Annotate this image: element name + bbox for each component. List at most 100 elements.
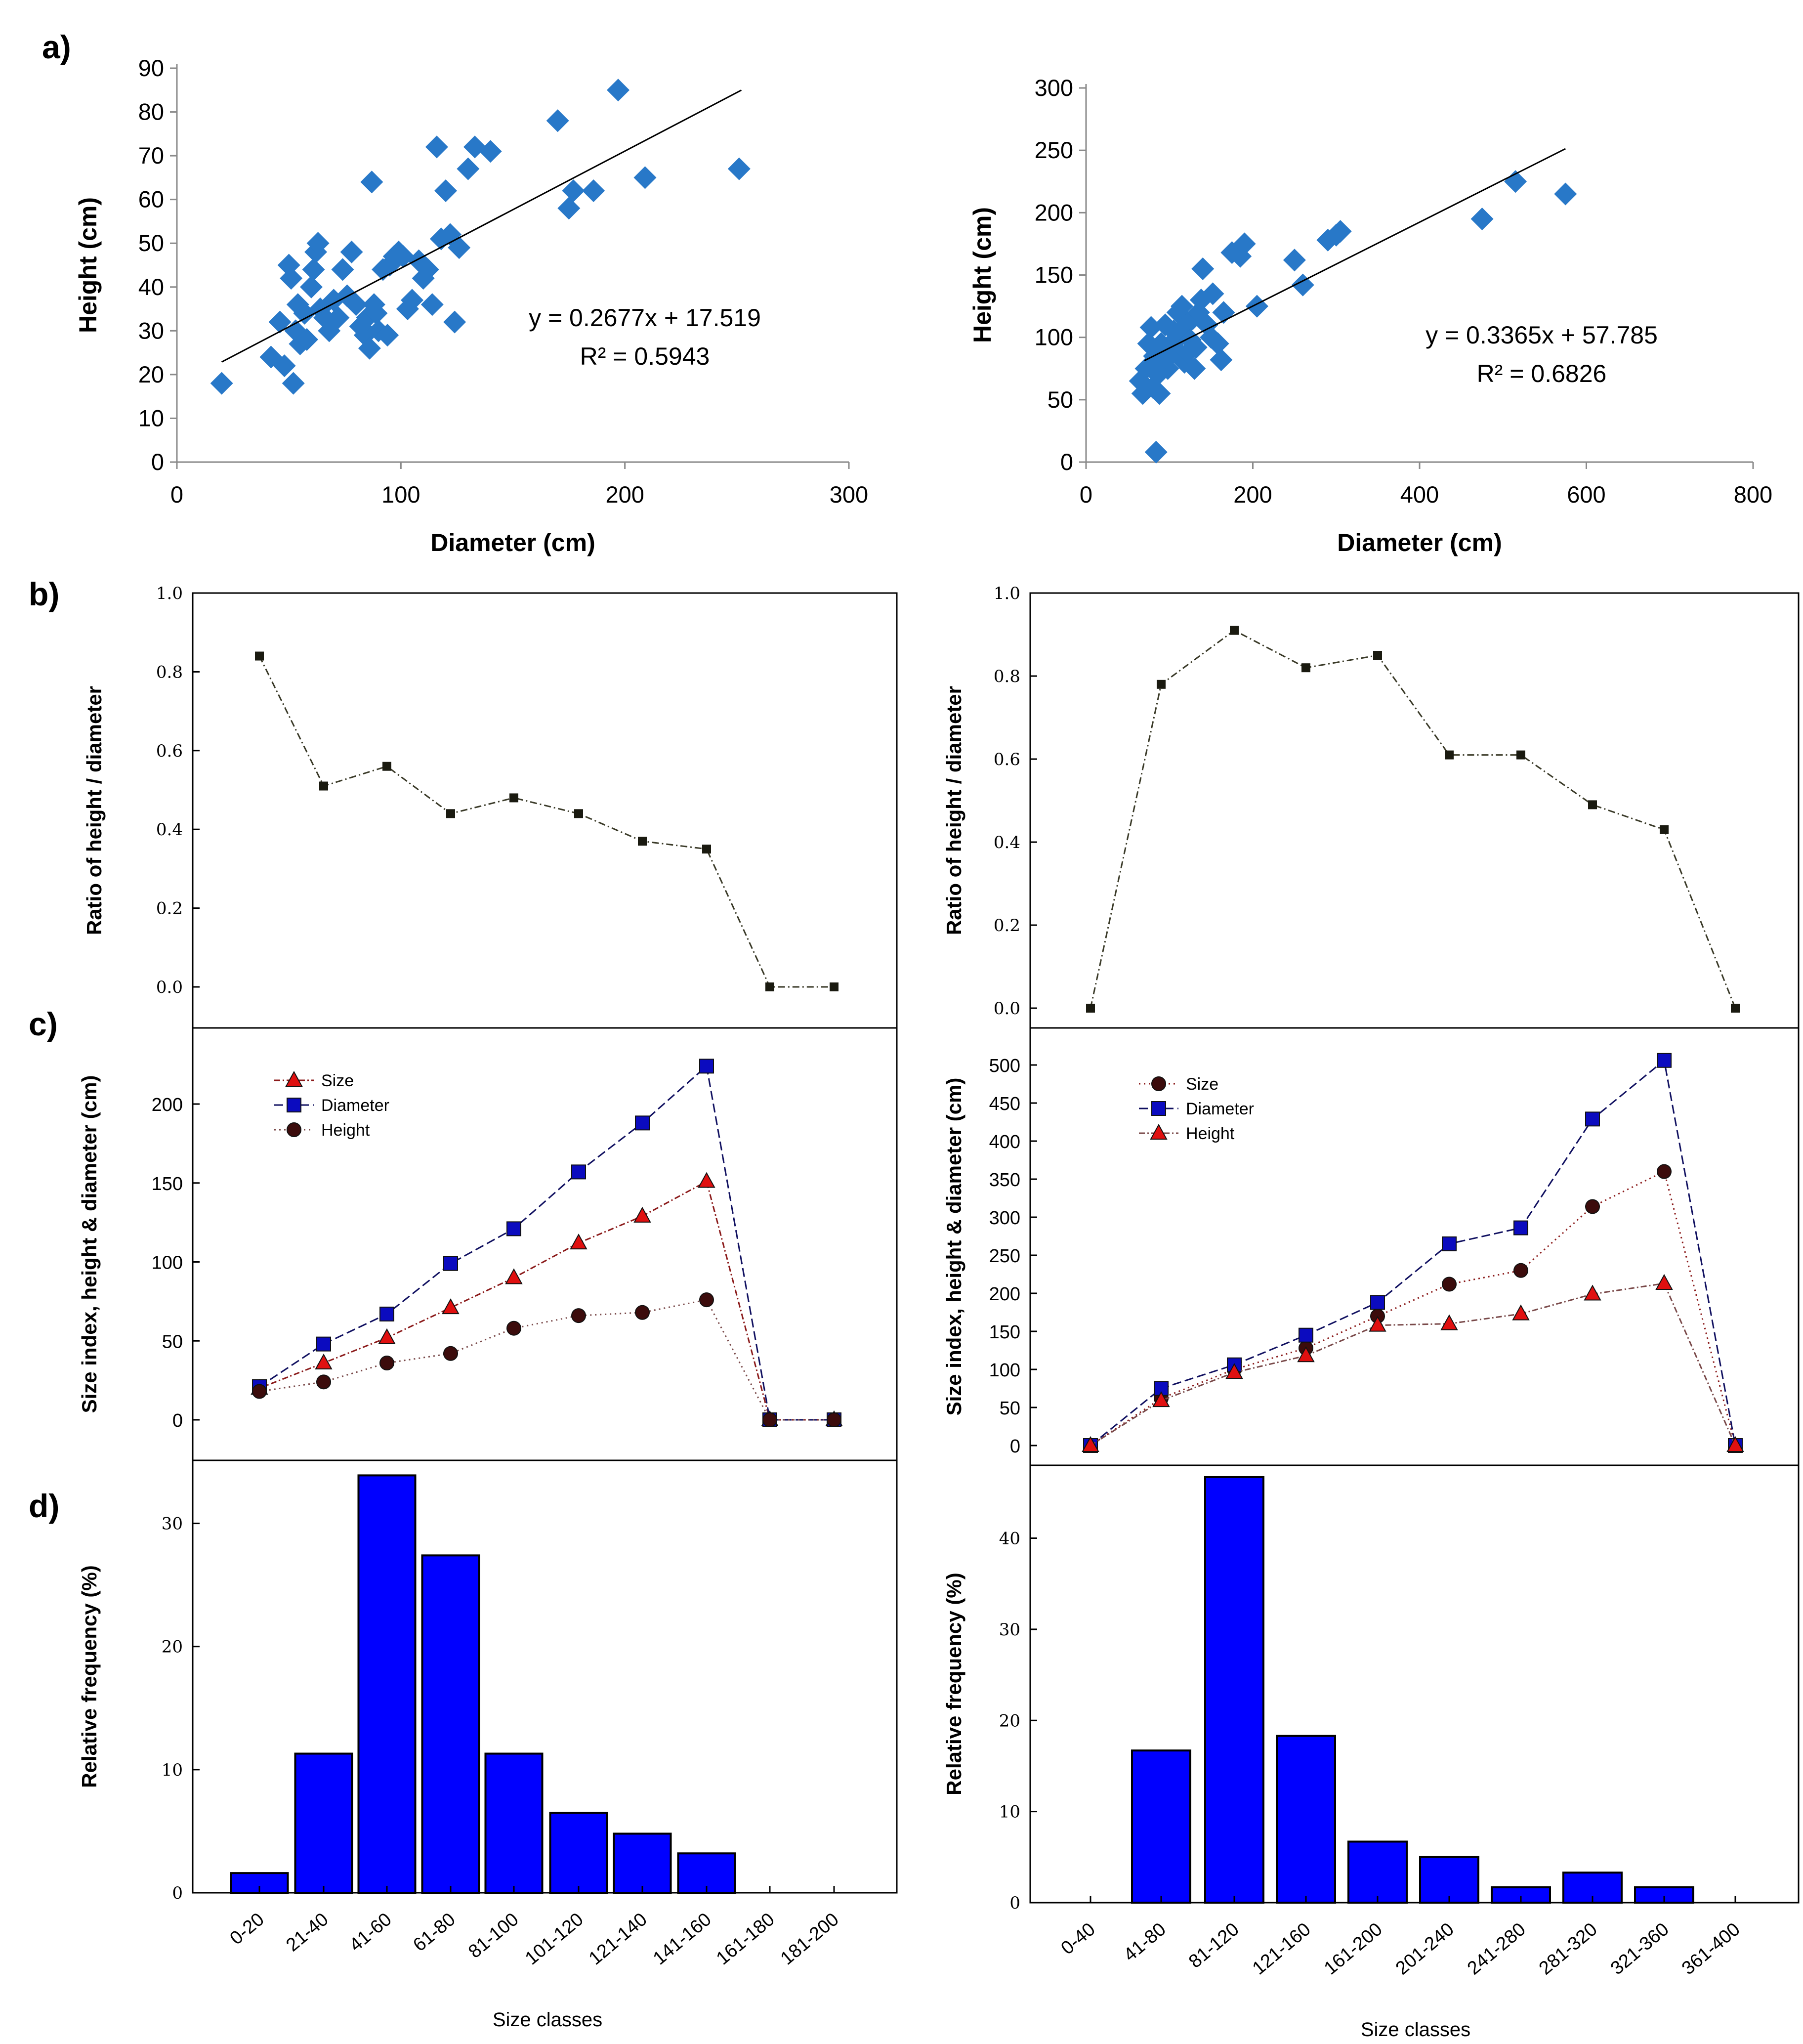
point-diameter xyxy=(506,1221,521,1236)
r-squared-label: R² = 0.5943 xyxy=(580,342,710,370)
point-height xyxy=(1369,1316,1386,1332)
y-tick-label: 300 xyxy=(1035,75,1073,101)
ratio-point xyxy=(1445,750,1454,760)
x-tick-label: 200 xyxy=(1233,481,1272,508)
a-left-chart: 0 10 20 30 40 50 60 70 80 90 0 100 200 300 Diameter (c… xyxy=(74,55,868,556)
y-tick-label: 20 xyxy=(999,1711,1020,1731)
x-tick-label: 300 xyxy=(830,481,868,508)
y-tick-label: 0.8 xyxy=(156,662,183,682)
y-tick-label: 0.0 xyxy=(994,999,1020,1019)
data-point xyxy=(1283,249,1306,272)
y-tick-label: 10 xyxy=(999,1802,1020,1822)
y-tick-label: 90 xyxy=(138,55,164,81)
point-height xyxy=(506,1320,521,1336)
x-tick-label: 21-40 xyxy=(282,1909,332,1956)
c-left-chart: 0 50 100 150 200 Size index, height & diamete… xyxy=(78,1027,898,1461)
y-axis-title: Size index, height & diameter (cm) xyxy=(78,1075,101,1413)
data-point xyxy=(479,140,502,163)
y-axis-title: Relative frequency (%) xyxy=(78,1565,101,1788)
data-point xyxy=(416,258,439,281)
data-point xyxy=(633,166,657,189)
point-diameter xyxy=(1370,1295,1385,1310)
point-height xyxy=(316,1374,331,1390)
point-height xyxy=(571,1308,586,1323)
y-tick-label: 0 xyxy=(1010,1436,1020,1457)
legend-marker-size xyxy=(1151,1076,1166,1091)
plot-frame xyxy=(1029,592,1800,1029)
point-size xyxy=(505,1268,523,1284)
bar xyxy=(613,1832,672,1894)
y-tick-label: 30 xyxy=(162,1514,183,1534)
data-point xyxy=(340,240,363,263)
y-tick-label: 0 xyxy=(172,1410,183,1431)
panel-label-b: b) xyxy=(29,576,59,612)
x-tick-label: 101-120 xyxy=(521,1909,587,1969)
data-point xyxy=(331,258,354,281)
series-line-size xyxy=(259,1180,834,1421)
ratio-point xyxy=(765,982,774,991)
a-right-chart: 0 50 100 150 200 250 300 0 200 400 600 800 Diameter … xyxy=(968,75,1772,556)
x-axis-title: Diameter (cm) xyxy=(430,529,595,556)
y-tick-label: 150 xyxy=(989,1322,1020,1343)
data-point xyxy=(582,179,605,202)
bar xyxy=(484,1752,544,1894)
y-tick-label: 300 xyxy=(989,1208,1020,1229)
x-tick-label: 201-240 xyxy=(1392,1919,1458,1979)
legend-label-size: Size xyxy=(1186,1075,1218,1094)
d-left-chart: 0 10 20 30 Relative frequency (%) 0-20 21-40 41… xyxy=(78,1459,898,2031)
point-height xyxy=(762,1412,777,1427)
data-point xyxy=(1171,295,1194,318)
data-point xyxy=(1191,257,1215,280)
data-point xyxy=(344,293,368,316)
x-tick-label: 121-140 xyxy=(585,1909,651,1969)
y-axis-title: Relative frequency (%) xyxy=(942,1573,965,1795)
y-tick-label: 0.6 xyxy=(994,750,1020,769)
y-tick-label: 50 xyxy=(1000,1398,1020,1419)
y-tick-label: 0 xyxy=(151,449,164,475)
point-diameter xyxy=(379,1306,394,1321)
data-point xyxy=(562,179,585,202)
point-diameter xyxy=(1513,1220,1528,1235)
legend-label-height: Height xyxy=(321,1121,370,1140)
series-line-diameter xyxy=(1090,1059,1736,1447)
panel-label-c: c) xyxy=(29,1006,58,1042)
y-tick-label: 100 xyxy=(989,1360,1020,1381)
y-tick-label: 40 xyxy=(138,274,164,300)
data-point xyxy=(327,306,350,329)
y-tick-label: 0 xyxy=(172,1883,183,1903)
data-point xyxy=(1144,440,1168,464)
data-point xyxy=(295,328,318,351)
data-point xyxy=(273,354,296,378)
ratio-point xyxy=(509,793,518,803)
ratio-point xyxy=(830,982,839,991)
x-tick-label: 100 xyxy=(381,481,420,508)
y-tick-label: 450 xyxy=(989,1094,1020,1114)
y-tick-label: 1.0 xyxy=(156,584,183,603)
b-left-chart: 0.0 0.2 0.4 0.6 0.8 1.0 Ratio of height / diam… xyxy=(83,584,898,1029)
series-line-diameter xyxy=(259,1065,834,1421)
bar xyxy=(357,1474,417,1894)
data-point xyxy=(1291,273,1314,297)
x-tick-label: 600 xyxy=(1567,481,1605,508)
data-point xyxy=(300,275,323,298)
point-size xyxy=(570,1234,587,1250)
y-tick-label: 50 xyxy=(138,230,164,256)
x-tick-label: 241-280 xyxy=(1464,1919,1530,1979)
data-point xyxy=(727,157,751,180)
ratio-point xyxy=(1301,663,1310,673)
x-tick-label: 361-400 xyxy=(1678,1919,1744,1979)
y-axis-title: Ratio of height / diameter xyxy=(83,686,106,935)
ratio-point xyxy=(1731,1004,1740,1013)
data-point xyxy=(1245,295,1268,318)
x-tick-label: 800 xyxy=(1734,481,1772,508)
x-axis-title: Size classes xyxy=(1361,2019,1470,2041)
y-tick-label: 50 xyxy=(162,1331,183,1352)
legend-marker-diameter xyxy=(1151,1101,1166,1116)
y-tick-label: 60 xyxy=(138,186,164,213)
y-axis-title: Height (cm) xyxy=(74,197,102,333)
point-height xyxy=(1440,1314,1458,1330)
y-tick-label: 10 xyxy=(138,405,164,431)
plot-frame xyxy=(192,1027,898,1461)
y-tick-label: 0 xyxy=(1009,1893,1020,1913)
